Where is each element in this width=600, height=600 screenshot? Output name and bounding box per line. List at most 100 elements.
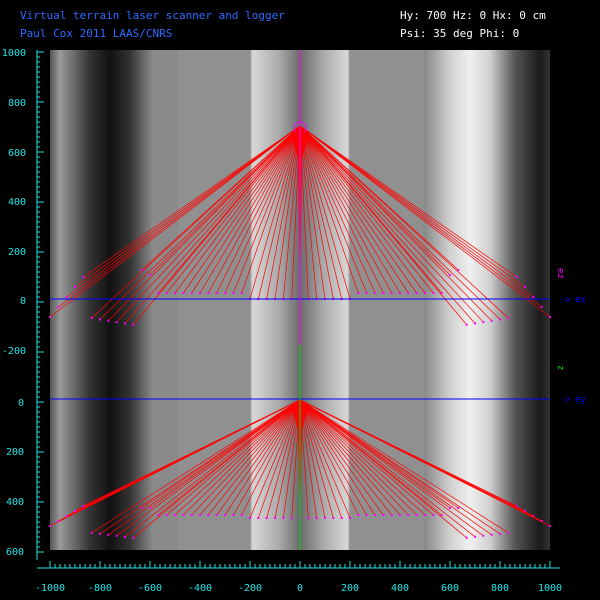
laser-hit-lower	[274, 517, 276, 519]
app-credit: Paul Cox 2011 LAAS/CNRS	[20, 27, 173, 40]
laser-hit-lower	[224, 514, 226, 516]
laser-ray-upper	[299, 125, 376, 294]
x-tick-label: -200	[238, 583, 262, 594]
laser-ray-lower	[299, 399, 484, 537]
laser-ray-lower	[258, 399, 301, 519]
laser-hit-upper	[532, 296, 535, 298]
x-tick-label: 600	[441, 583, 459, 594]
laser-hit-lower	[140, 507, 143, 509]
laser-ray-lower	[216, 399, 301, 516]
laser-hit-upper	[107, 319, 110, 322]
laser-ray-upper	[249, 125, 301, 300]
scanner-angle-readout: Psi: 35 deg Phi: 0	[400, 27, 520, 40]
laser-ray-lower	[299, 399, 376, 516]
laser-rays	[49, 121, 551, 539]
laser-hit-lower	[507, 531, 510, 534]
y-tick-label: 600	[6, 547, 24, 558]
laser-hit-lower	[199, 514, 201, 516]
laser-hit-lower	[415, 514, 418, 516]
laser-hit-lower	[457, 507, 460, 509]
laser-hit-lower	[282, 517, 285, 519]
laser-ray-lower	[208, 399, 301, 516]
laser-ray-lower	[183, 399, 301, 516]
laser-hit-upper	[199, 292, 201, 294]
laser-ray-lower	[224, 399, 301, 516]
laser-ray-upper	[299, 125, 484, 323]
laser-ray-upper	[166, 125, 301, 294]
laser-hit-upper	[74, 286, 76, 288]
z-axis-label: z	[555, 365, 565, 370]
laser-hit-upper	[449, 274, 451, 276]
laser-ray-upper	[299, 125, 517, 278]
laser-ray-upper	[299, 125, 401, 294]
laser-hit-lower	[207, 514, 210, 516]
laser-ray-upper	[299, 125, 551, 318]
laser-ray-upper	[116, 125, 301, 323]
laser-hit-upper	[390, 292, 393, 294]
laser-hit-upper	[190, 292, 193, 294]
laser-hit-lower	[190, 514, 193, 516]
laser-hit-lower	[307, 517, 310, 519]
ey-arrow: ->	[560, 395, 571, 405]
laser-hit-lower	[349, 517, 351, 519]
laser-ray-lower	[299, 399, 409, 516]
ex-arrow: ->	[560, 295, 571, 305]
laser-hit-lower	[499, 532, 501, 535]
laser-ray-upper	[174, 125, 301, 294]
laser-ray-lower	[249, 399, 301, 519]
laser-hit-lower	[124, 535, 126, 538]
laser-hit-lower	[157, 514, 160, 516]
laser-hit-upper	[382, 292, 385, 294]
laser-hit-upper	[182, 292, 185, 294]
y-tick-label: 200	[6, 447, 24, 458]
laser-hit-lower	[440, 514, 443, 516]
laser-hit-lower	[57, 520, 60, 522]
laser-ray-lower	[83, 399, 301, 507]
ey-axis-label: ey	[575, 395, 586, 405]
laser-ray-upper	[216, 125, 301, 294]
ez-axis-label: ez	[555, 268, 565, 279]
laser-hit-lower	[182, 514, 185, 516]
laser-hit-lower	[382, 514, 385, 516]
laser-ray-upper	[149, 125, 301, 276]
laser-ray-upper	[299, 125, 476, 324]
laser-hit-lower	[49, 525, 51, 527]
laser-hit-lower	[215, 514, 218, 516]
laser-hit-upper	[549, 316, 551, 318]
laser-ray-lower	[299, 399, 467, 539]
laser-hit-lower	[232, 514, 235, 516]
laser-hit-upper	[432, 292, 435, 294]
laser-hit-upper	[515, 276, 518, 278]
laser-hit-upper	[132, 323, 135, 326]
laser-ray-lower	[91, 399, 301, 534]
laser-hit-lower	[532, 515, 535, 517]
laser-hit-lower	[390, 514, 393, 516]
laser-ray-upper	[299, 125, 426, 294]
laser-ray-lower	[299, 399, 417, 516]
laser-hit-lower	[474, 535, 476, 538]
laser-ray-upper	[299, 125, 384, 294]
laser-ray-upper	[124, 125, 301, 324]
laser-hit-upper	[99, 318, 101, 321]
laser-hit-upper	[49, 316, 51, 318]
laser-ray-upper	[208, 125, 301, 294]
laser-hit-upper	[407, 292, 410, 294]
laser-hit-upper	[357, 292, 360, 294]
laser-ray-lower	[299, 399, 509, 534]
laser-hit-lower	[482, 534, 485, 537]
laser-ray-upper	[141, 125, 301, 271]
laser-hit-upper	[165, 292, 168, 294]
laser-ray-lower	[174, 399, 301, 516]
laser-hit-upper	[474, 322, 476, 325]
laser-ray-upper	[257, 125, 301, 300]
x-tick-label: -400	[188, 583, 212, 594]
laser-hit-upper	[482, 321, 485, 324]
laser-hit-lower	[265, 517, 268, 519]
laser-hit-lower	[449, 507, 451, 509]
laser-ray-upper	[299, 125, 451, 276]
laser-ray-upper	[299, 125, 392, 294]
laser-ray-upper	[299, 125, 501, 320]
laser-hit-lower	[115, 534, 118, 537]
laser-ray-upper	[241, 125, 301, 294]
